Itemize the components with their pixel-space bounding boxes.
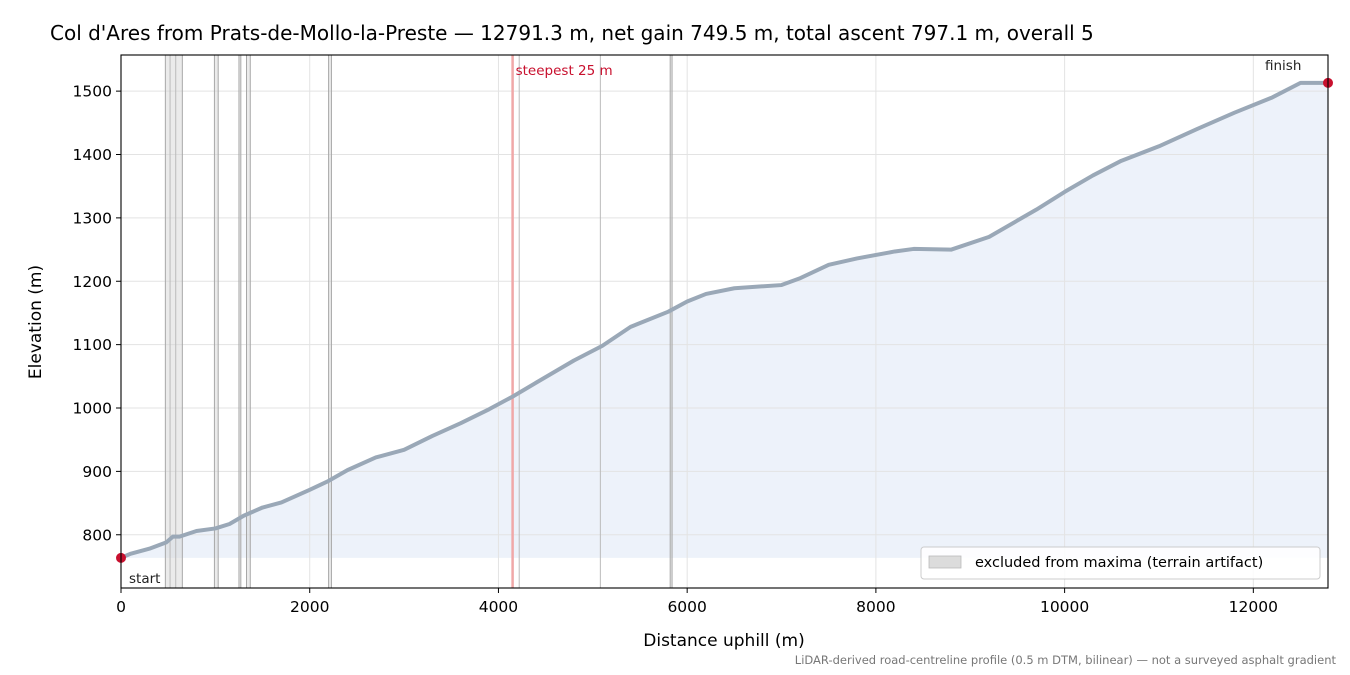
x-tick-label: 4000: [479, 598, 518, 616]
x-tick-label: 8000: [856, 598, 895, 616]
y-tick-label: 1100: [73, 336, 112, 354]
excluded-band: [238, 55, 241, 588]
x-axis-label: Distance uphill (m): [643, 631, 804, 651]
x-tick-label: 2000: [290, 598, 329, 616]
tick-layer: 0 2000 4000 6000 8000 10000 12000 800 900 1000 110…: [73, 83, 1278, 616]
y-tick-label: 1000: [73, 400, 112, 418]
x-tick-label: 6000: [667, 598, 706, 616]
plot-frame: [120, 54, 1329, 589]
grid-layer: [120, 55, 1328, 588]
y-axis-label: Elevation (m): [26, 265, 46, 379]
excluded-band: [246, 55, 251, 588]
x-tick-label: 0: [116, 598, 126, 616]
y-tick-label: 1500: [73, 83, 112, 101]
legend-box: [920, 546, 1321, 580]
excluded-band: [670, 55, 673, 588]
y-tick-label: 900: [82, 463, 112, 481]
legend-label: excluded from maxima (terrain artifact): [975, 555, 1263, 571]
legend: excluded from maxima (terrain artifact): [920, 546, 1321, 580]
footnote: LiDAR-derived road-centreline profile (0…: [795, 653, 1337, 667]
excluded-band: [165, 55, 183, 588]
chart-title: Col d'Ares from Prats-de-Mollo-la-Preste…: [50, 21, 1094, 45]
y-tick-label: 1400: [73, 146, 112, 164]
start-label: start: [129, 571, 160, 587]
excluded-band: [328, 55, 332, 588]
excluded-band: [214, 55, 219, 588]
area-fill: [121, 82, 1328, 558]
x-tick-label: 10000: [1040, 598, 1089, 616]
profile-line: [119, 80, 1330, 560]
steepest-label: steepest 25 m: [516, 63, 613, 79]
fill-layer: [121, 82, 1328, 558]
x-tick-label: 12000: [1229, 598, 1278, 616]
y-tick-label: 1200: [73, 273, 112, 291]
y-tick-label: 1300: [73, 209, 112, 227]
legend-swatch: [928, 555, 962, 569]
finish-label: finish: [1265, 58, 1301, 74]
y-tick-label: 800: [82, 526, 112, 544]
excluded-bands: [164, 55, 673, 588]
